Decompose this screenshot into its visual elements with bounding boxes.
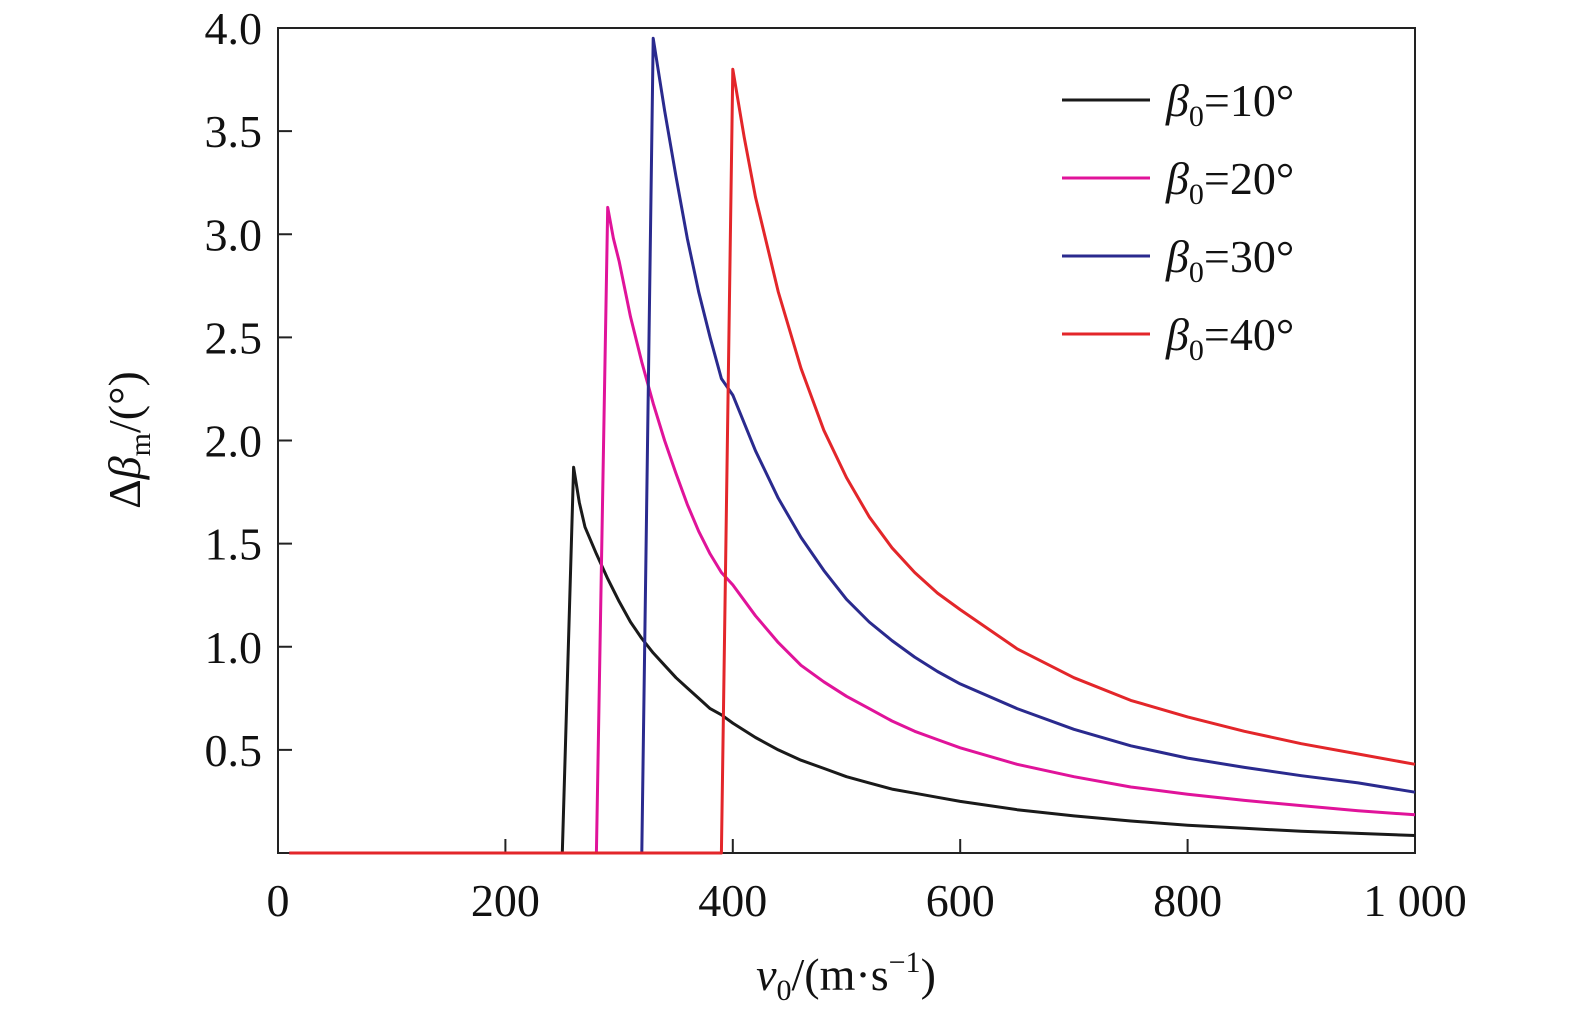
x-tick-label: 1 000	[1363, 875, 1467, 926]
y-tick-label: 0.5	[205, 725, 263, 776]
y-tick-label: 1.0	[205, 622, 263, 673]
series-lines	[289, 36, 1416, 855]
x-tick-label: 200	[471, 875, 540, 926]
legend-label: β0=10°	[1165, 75, 1294, 133]
legend-item: β0=30°	[1062, 231, 1294, 289]
legend-label: β0=20°	[1165, 153, 1294, 211]
legend-label: β0=30°	[1165, 231, 1294, 289]
x-axis-title: v0/(m·s−1)	[756, 946, 936, 1007]
legend-label: β0=40°	[1165, 309, 1294, 367]
series-line-4	[289, 67, 1416, 855]
x-tick-label: 0	[267, 875, 290, 926]
x-axis-ticks: 0 200 400 600 800 1 000	[267, 839, 1467, 926]
y-tick-label: 1.5	[205, 519, 263, 570]
series-line-2	[289, 205, 1416, 855]
y-tick-label: 2.0	[205, 416, 263, 467]
legend-item: β0=20°	[1062, 153, 1294, 211]
legend-item: β0=40°	[1062, 309, 1294, 367]
legend-item: β0=10°	[1062, 75, 1294, 133]
y-axis-title: Δβm/(°)	[99, 371, 157, 509]
x-tick-label: 600	[926, 875, 995, 926]
y-tick-label: 2.5	[205, 312, 263, 363]
y-tick-label: 3.0	[205, 209, 263, 260]
y-tick-label: 4.0	[205, 3, 263, 54]
x-tick-label: 800	[1153, 875, 1222, 926]
series-line-3	[289, 36, 1416, 855]
plot-frame	[277, 27, 1416, 854]
legend: β0=10° β0=20° β0=30° β0=40°	[1062, 75, 1294, 367]
x-tick-label: 400	[698, 875, 767, 926]
y-axis-ticks: 0.5 1.0 1.5 2.0 2.5 3.0 3.5 4.0	[205, 3, 292, 776]
series-line-1	[289, 465, 1416, 855]
y-tick-label: 3.5	[205, 106, 263, 157]
